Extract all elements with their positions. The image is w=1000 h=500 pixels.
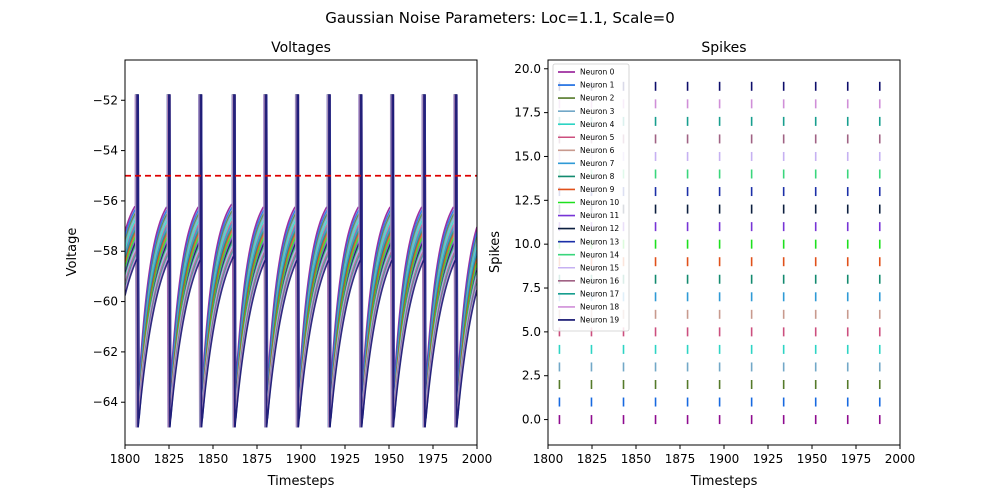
spikes-y-tick-label: 17.5 [514,106,541,120]
legend-label: Neuron 2 [580,94,615,103]
spikes-y-tick-label: 10.0 [514,237,541,251]
spikes-x-tick-label: 1950 [797,452,828,466]
spikes-y-ticks: 0.0 2.5 5.0 7.5 10.0 12.5 15.0 17.5 20.0 [514,62,548,427]
spikes-legend: Neuron 0 Neuron 1 Neuron 2 Neuron 3 Neuron 4… [552,63,630,332]
spikes-x-tick-label: 1875 [665,452,696,466]
legend-label: Neuron 3 [580,107,615,116]
voltages-y-tick-label: −58 [93,244,118,258]
spikes-y-tick-label: 0.0 [522,413,541,427]
legend-label: Neuron 5 [580,133,615,142]
voltages-y-tick-label: −64 [93,395,118,409]
spikes-x-tick-label: 1850 [621,452,652,466]
voltages-x-tick-label: 1875 [242,452,273,466]
legend-label: Neuron 9 [580,185,615,194]
voltages-x-tick-label: 1950 [374,452,405,466]
voltages-x-tick-label: 1925 [330,452,361,466]
spikes-x-tick-label: 1800 [533,452,564,466]
voltage-trace-neuron-19 [125,94,477,428]
voltages-x-label: Timesteps [267,474,335,489]
legend-label: Neuron 18 [580,303,619,312]
legend-label: Neuron 8 [580,172,615,181]
spikes-x-ticks: 1800 1825 1850 1875 1900 1925 1950 1975 2000 [533,445,916,466]
spikes-x-tick-label: 1975 [841,452,872,466]
figure-suptitle: Gaussian Noise Parameters: Loc=1.1, Scal… [325,9,675,27]
legend-label: Neuron 1 [580,81,615,90]
spikes-y-tick-label: 20.0 [514,62,541,76]
legend-box [552,63,630,332]
voltages-y-tick-label: −62 [93,345,118,359]
legend-label: Neuron 19 [580,316,619,325]
voltages-plot-area [125,94,477,428]
legend-label: Neuron 15 [580,263,619,272]
legend-label: Neuron 13 [580,237,619,246]
spikes-x-tick-label: 2000 [885,452,916,466]
voltages-y-tick-label: −52 [93,93,118,107]
spikes-x-tick-label: 1825 [577,452,608,466]
voltages-x-tick-label: 2000 [462,452,493,466]
spikes-y-tick-label: 15.0 [514,149,541,163]
legend-label: Neuron 16 [580,276,619,285]
legend-label: Neuron 0 [580,68,615,77]
voltages-y-tick-label: −60 [93,295,118,309]
spikes-x-tick-label: 1900 [709,452,740,466]
voltages-y-tick-label: −56 [93,194,118,208]
voltages-y-tick-label: −54 [93,144,118,158]
spikes-x-label: Timesteps [690,474,758,489]
legend-label: Neuron 17 [580,289,619,298]
legend-label: Neuron 7 [580,159,615,168]
voltages-y-label: Voltage [65,228,80,277]
voltages-x-ticks: 1800 1825 1850 1875 1900 1925 1950 1975 2000 [110,445,493,466]
voltages-y-ticks: −64 −62 −60 −58 −56 −54 −52 [93,93,125,409]
spikes-y-tick-label: 5.0 [522,325,541,339]
legend-label: Neuron 14 [580,250,619,259]
voltages-x-tick-label: 1800 [110,452,141,466]
spikes-title: Spikes [701,40,746,56]
legend-label: Neuron 6 [580,146,615,155]
spikes-x-tick-label: 1925 [753,452,784,466]
spikes-y-tick-label: 12.5 [514,193,541,207]
voltages-x-tick-label: 1825 [154,452,185,466]
voltages-x-tick-label: 1900 [286,452,317,466]
spikes-y-label: Spikes [488,231,503,273]
legend-label: Neuron 11 [580,211,619,220]
voltages-title: Voltages [271,40,331,56]
spikes-axes: Spikes 1800 1825 1850 1875 1900 1925 1950 1975 2… [488,40,915,489]
spikes-y-tick-label: 2.5 [522,369,541,383]
voltages-axes: Voltages 1800 1825 1850 1875 1900 1925 1950 197… [65,40,492,489]
voltages-x-tick-label: 1975 [418,452,449,466]
legend-label: Neuron 4 [580,120,615,129]
legend-label: Neuron 12 [580,224,619,233]
legend-label: Neuron 10 [580,198,619,207]
spikes-y-tick-label: 7.5 [522,281,541,295]
voltages-x-tick-label: 1850 [198,452,229,466]
